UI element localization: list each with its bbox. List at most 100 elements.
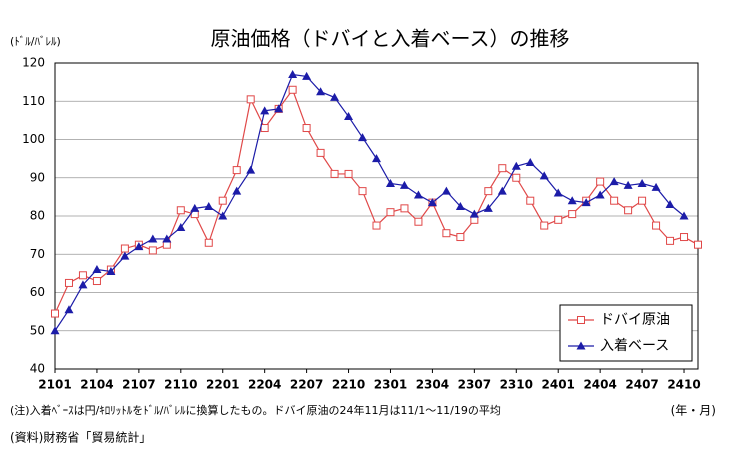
marker: [638, 196, 647, 205]
marker: [330, 169, 339, 178]
marker: [288, 69, 298, 78]
marker: [330, 92, 340, 101]
marker: [540, 221, 549, 230]
x-tick-label: 2204: [248, 378, 281, 392]
x-tick-label: 2307: [458, 378, 491, 392]
marker: [553, 188, 563, 197]
marker: [50, 326, 60, 335]
marker: [78, 280, 88, 289]
marker: [577, 316, 585, 324]
x-tick-label: 2207: [290, 378, 323, 392]
x-tick-label: 2101: [38, 378, 71, 392]
marker: [246, 165, 256, 174]
marker: [302, 71, 312, 80]
marker: [526, 196, 535, 205]
marker: [372, 154, 381, 163]
marker: [92, 277, 101, 286]
marker: [680, 233, 689, 242]
marker: [399, 180, 409, 189]
legend-label: ドバイ原油: [600, 312, 670, 328]
plot-frame: [54, 62, 699, 370]
marker: [302, 124, 311, 133]
marker: [385, 178, 395, 187]
marker: [386, 208, 395, 217]
marker: [498, 164, 507, 173]
x-tick-label: 2304: [416, 378, 449, 392]
chart-title: 原油価格（ドバイと入着ベース）の推移: [211, 27, 570, 51]
marker: [469, 209, 479, 218]
marker: [120, 251, 130, 260]
x-axis-label: (年・月): [671, 404, 716, 418]
marker: [413, 190, 423, 199]
marker: [78, 271, 87, 280]
marker: [148, 246, 157, 255]
marker: [260, 106, 270, 115]
y-tick-label: 60: [30, 285, 45, 299]
note: (注)入着ﾍﾞｰｽは円/ｷﾛﾘｯﾄﾙをﾄﾞﾙ/ﾊﾞﾚﾙに換算したもの。ドバイ原油…: [10, 403, 501, 417]
marker: [484, 187, 493, 196]
y-tick-label: 100: [22, 132, 45, 146]
marker: [525, 157, 535, 166]
y-tick-label: 40: [30, 362, 45, 376]
marker: [204, 201, 214, 210]
series-line: [54, 73, 685, 332]
x-tick-label: 2110: [164, 378, 197, 392]
x-tick-label: 2107: [122, 378, 155, 392]
y-tick-label: 70: [30, 247, 45, 261]
marker: [623, 180, 633, 189]
marker: [92, 265, 102, 274]
x-tick-label: 2407: [625, 378, 658, 392]
legend-box: [559, 304, 693, 362]
marker: [232, 166, 241, 175]
marker: [344, 169, 353, 178]
marker: [274, 104, 284, 113]
source: (資料)財務省「貿易統計」: [10, 430, 151, 445]
marker: [64, 278, 73, 287]
marker: [218, 196, 227, 205]
marker: [316, 87, 326, 96]
marker: [134, 242, 144, 251]
marker: [539, 171, 549, 180]
y-tick-label: 50: [30, 323, 45, 337]
marker: [64, 305, 74, 314]
marker: [260, 124, 269, 133]
marker: [665, 200, 675, 209]
marker: [596, 177, 605, 186]
y-axis-label: (ﾄﾞﾙ/ﾊﾞﾚﾙ): [10, 35, 61, 48]
x-tick-label: 2310: [500, 378, 533, 392]
x-tick-label: 2104: [80, 378, 113, 392]
marker: [358, 133, 368, 142]
marker: [679, 211, 689, 220]
marker: [232, 186, 242, 195]
marker: [610, 196, 619, 205]
y-tick-label: 120: [22, 56, 45, 70]
marker: [595, 190, 605, 199]
marker: [51, 309, 59, 318]
marker: [218, 211, 228, 220]
marker: [148, 234, 158, 243]
x-tick-label: 2301: [374, 378, 407, 392]
marker: [497, 186, 507, 195]
x-tick-label: 2201: [206, 378, 239, 392]
marker: [624, 206, 633, 215]
y-tick-label: 110: [22, 94, 45, 108]
marker: [576, 341, 586, 350]
marker: [609, 177, 619, 186]
marker: [162, 234, 172, 243]
marker: [441, 186, 451, 195]
y-tick-label: 90: [30, 170, 45, 184]
marker: [176, 206, 185, 215]
marker: [288, 85, 297, 94]
marker: [204, 238, 213, 247]
marker: [358, 187, 367, 196]
marker: [483, 203, 493, 212]
marker: [694, 240, 702, 249]
marker: [344, 112, 354, 121]
marker: [567, 196, 577, 205]
marker: [666, 236, 675, 245]
marker: [581, 198, 591, 207]
marker: [442, 229, 451, 238]
x-tick-label: 2404: [583, 378, 616, 392]
marker: [106, 266, 116, 275]
